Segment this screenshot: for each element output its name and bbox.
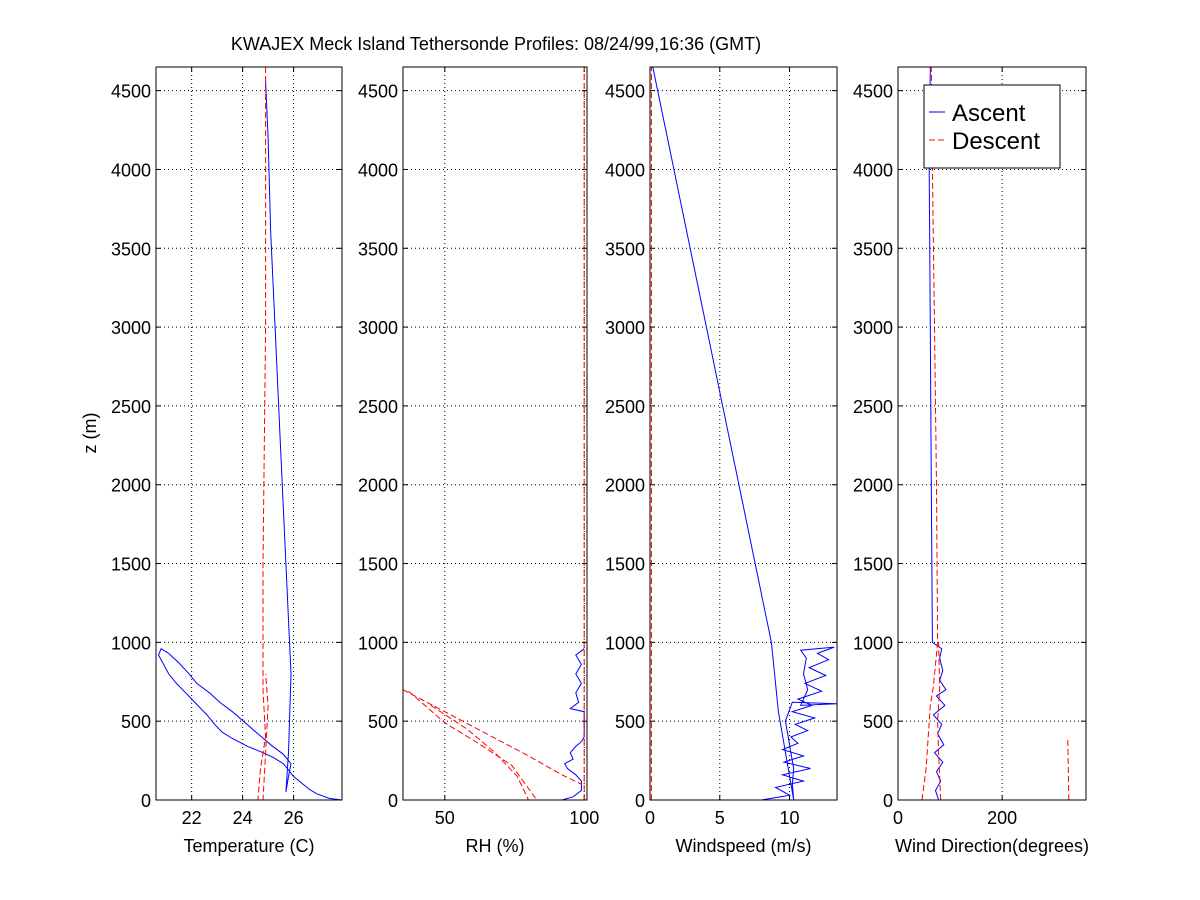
y-tick-label: 4500 xyxy=(605,82,645,102)
y-tick-label: 2500 xyxy=(853,397,893,417)
x-axis-label: RH (%) xyxy=(466,836,525,856)
y-tick-label: 1500 xyxy=(853,555,893,575)
y-tick-label: 1500 xyxy=(358,555,398,575)
x-axis-label: Windspeed (m/s) xyxy=(675,836,811,856)
y-tick-label: 1500 xyxy=(111,555,151,575)
y-tick-label: 4000 xyxy=(853,160,893,180)
x-tick-label: 26 xyxy=(284,808,304,828)
y-tick-label: 2000 xyxy=(605,476,645,496)
x-tick-label: 10 xyxy=(780,808,800,828)
x-tick-label: 22 xyxy=(182,808,202,828)
y-tick-label: 3000 xyxy=(605,318,645,338)
y-tick-label: 3500 xyxy=(358,239,398,259)
x-tick-label: 24 xyxy=(233,808,253,828)
x-tick-label: 200 xyxy=(987,808,1017,828)
series-line-descent xyxy=(257,67,269,800)
y-tick-label: 4500 xyxy=(358,82,398,102)
y-tick-label: 3000 xyxy=(853,318,893,338)
axes-frame xyxy=(155,66,343,801)
y-tick-label: 0 xyxy=(635,791,645,811)
y-tick-label: 1500 xyxy=(605,555,645,575)
y-tick-label: 2500 xyxy=(358,397,398,417)
y-tick-label: 4500 xyxy=(853,82,893,102)
y-axis-label: z (m) xyxy=(80,413,100,454)
x-axis-label: Wind Direction(degrees) xyxy=(895,836,1089,856)
panel-rh: 0 500 1000 1500 2000 2500 3000 3500 4000 4500 50 10… xyxy=(358,66,599,856)
series-line-ascent xyxy=(650,67,837,800)
panel-windspeed: 0 500 1000 1500 2000 2500 3000 3500 4000 4500 0 5 10… xyxy=(605,66,838,856)
y-tick-label: 2500 xyxy=(605,397,645,417)
series-line-descent-3 xyxy=(1067,740,1070,800)
y-tick-label: 2000 xyxy=(853,476,893,496)
panel-temperature: 0 500 1000 1500 2000 2500 3000 3500 4000 4500 22 24… xyxy=(111,66,343,856)
y-tick-label: 3000 xyxy=(111,318,151,338)
chart-title: KWAJEX Meck Island Tethersonde Profiles:… xyxy=(231,34,761,54)
legend-label-ascent: Ascent xyxy=(952,100,1026,127)
y-tick-label: 2000 xyxy=(358,476,398,496)
y-tick-label: 500 xyxy=(368,712,398,732)
x-tick-label: 0 xyxy=(893,808,903,828)
y-tick-label: 4000 xyxy=(358,160,398,180)
series-line-descent xyxy=(921,67,939,800)
y-tick-label: 3000 xyxy=(358,318,398,338)
legend-box xyxy=(923,84,1061,169)
y-tick-label: 0 xyxy=(388,791,398,811)
axes-frame xyxy=(897,66,1087,801)
series-line-descent-2 xyxy=(403,689,582,785)
y-tick-label: 3500 xyxy=(605,239,645,259)
axes-frame xyxy=(649,66,838,801)
y-tick-label: 0 xyxy=(141,791,151,811)
y-tick-label: 1000 xyxy=(605,633,645,653)
x-tick-label: 5 xyxy=(715,808,725,828)
plot-area xyxy=(403,67,587,800)
plot-area xyxy=(898,67,1086,800)
y-tick-label: 4000 xyxy=(605,160,645,180)
y-tick-label: 1000 xyxy=(111,633,151,653)
plot-area xyxy=(650,67,837,800)
x-tick-label: 100 xyxy=(569,808,599,828)
axes-frame xyxy=(402,66,588,801)
series-line-ascent xyxy=(561,648,585,800)
x-tick-label: 0 xyxy=(645,808,655,828)
legend-label-descent: Descent xyxy=(952,128,1040,155)
series-line-ascent xyxy=(898,67,1086,800)
series-line-descent-4 xyxy=(430,704,529,800)
series-line-descent-2 xyxy=(937,642,942,800)
plot-area xyxy=(156,67,342,800)
y-tick-label: 0 xyxy=(883,791,893,811)
y-tick-label: 4500 xyxy=(111,82,151,102)
y-tick-label: 500 xyxy=(121,712,151,732)
panel-winddirection: 0 500 1000 1500 2000 2500 3000 3500 4000 4500 0 200… xyxy=(853,66,1089,856)
y-tick-label: 3500 xyxy=(111,239,151,259)
y-tick-label: 1000 xyxy=(358,633,398,653)
y-tick-label: 500 xyxy=(863,712,893,732)
y-tick-label: 4000 xyxy=(111,160,151,180)
x-axis-label: Temperature (C) xyxy=(183,836,314,856)
series-line-descent-3 xyxy=(408,690,538,800)
y-tick-label: 2000 xyxy=(111,476,151,496)
y-tick-label: 500 xyxy=(615,712,645,732)
y-tick-label: 2500 xyxy=(111,397,151,417)
x-tick-label: 50 xyxy=(435,808,455,828)
y-tick-label: 1000 xyxy=(853,633,893,653)
y-tick-label: 3500 xyxy=(853,239,893,259)
series-line-ascent xyxy=(157,81,342,800)
